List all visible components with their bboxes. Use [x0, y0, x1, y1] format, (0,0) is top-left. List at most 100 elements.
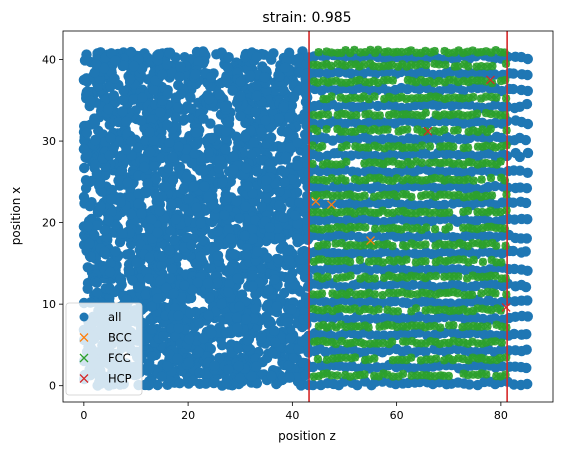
data-point-all	[288, 92, 300, 103]
data-point-all	[239, 230, 250, 241]
data-point-all	[333, 182, 344, 193]
data-point-all	[214, 155, 225, 166]
data-point-all	[246, 371, 257, 382]
data-point-all	[241, 249, 252, 261]
data-point-all	[522, 85, 533, 97]
data-point-all	[414, 311, 425, 322]
data-point-all	[345, 182, 356, 193]
data-point-all	[153, 49, 164, 60]
data-point-all	[91, 168, 103, 179]
x-tick-label: 60	[390, 409, 404, 422]
data-point-all	[147, 351, 158, 362]
data-point-all	[232, 273, 243, 284]
data-point-all	[284, 112, 295, 123]
data-point-all	[183, 333, 195, 345]
x-tick-label: 80	[494, 409, 508, 422]
data-point-all	[198, 333, 209, 344]
data-point-all	[239, 131, 251, 142]
data-point-all	[79, 55, 91, 66]
data-point-all	[242, 334, 253, 346]
data-point-all	[508, 68, 519, 79]
data-point-all	[320, 346, 331, 358]
x-tick-label: 0	[80, 409, 87, 422]
data-point-all	[167, 175, 179, 186]
data-point-all	[278, 101, 289, 113]
data-point-all	[521, 233, 532, 244]
data-point-all	[116, 165, 128, 176]
data-point-all	[161, 361, 173, 372]
data-point-all	[144, 146, 156, 158]
data-point-all	[250, 107, 261, 118]
data-point-all	[220, 74, 231, 85]
data-point-all	[263, 285, 274, 296]
data-point-all	[160, 310, 171, 321]
data-point-all	[206, 132, 218, 144]
chart-title: strain: 0.985	[262, 10, 351, 26]
data-point-all	[364, 313, 375, 325]
data-point-all	[217, 177, 228, 188]
data-point-all	[80, 175, 92, 186]
data-point-all	[377, 134, 388, 145]
data-point-all	[292, 137, 303, 148]
data-point-all	[233, 343, 244, 354]
data-point-all	[252, 246, 263, 257]
data-point-all	[279, 176, 290, 188]
data-point-all	[164, 272, 176, 284]
data-point-all	[82, 262, 94, 273]
data-point-all	[90, 159, 101, 170]
data-point-all	[90, 134, 101, 146]
data-point-all	[140, 289, 152, 300]
data-point-all	[136, 208, 147, 219]
data-point-all	[266, 370, 277, 382]
data-point-all	[223, 223, 235, 234]
y-tick-label: 20	[42, 217, 56, 230]
data-point-all	[522, 167, 533, 178]
data-point-all	[457, 86, 469, 97]
data-point-all	[89, 67, 100, 78]
data-point-all	[139, 161, 150, 173]
data-point-all	[508, 245, 519, 257]
y-tick-label: 40	[42, 54, 56, 67]
data-point-all	[264, 133, 276, 144]
data-point-all	[352, 380, 363, 391]
data-point-all	[188, 375, 199, 386]
data-point-all	[439, 199, 450, 210]
data-point-all	[408, 279, 419, 290]
data-point-all	[213, 163, 224, 174]
data-point-all	[278, 84, 289, 96]
data-point-all	[155, 275, 166, 286]
data-point-all	[250, 303, 261, 314]
data-point-all	[125, 136, 137, 147]
data-point-all	[179, 280, 190, 291]
data-point-all	[176, 292, 187, 303]
data-point-all	[314, 67, 325, 78]
data-point-all	[248, 137, 260, 148]
data-point-all	[256, 126, 267, 138]
data-point-all	[221, 377, 232, 389]
data-point-all	[286, 304, 297, 315]
y-axis-label: position x	[9, 187, 23, 245]
data-point-all	[193, 346, 204, 358]
data-point-all	[118, 60, 129, 71]
data-point-all	[251, 90, 262, 102]
data-point-all	[390, 295, 401, 307]
data-point-all	[522, 214, 533, 225]
data-point-all	[206, 327, 217, 339]
data-point-all	[222, 287, 234, 298]
data-point-all	[124, 267, 135, 278]
data-point-all	[125, 46, 137, 58]
data-point-all	[163, 163, 174, 174]
data-point-all	[82, 220, 94, 232]
data-point-all	[190, 68, 201, 80]
data-point-all	[255, 333, 267, 344]
data-point-all	[168, 288, 179, 300]
data-point-all	[522, 265, 533, 276]
data-point-all	[274, 232, 285, 243]
data-point-all	[234, 301, 245, 312]
legend-label-hcp: HCP	[108, 372, 132, 386]
data-point-all	[280, 151, 292, 163]
data-point-all	[223, 52, 234, 63]
data-point-all	[194, 367, 205, 378]
data-point-all	[464, 327, 475, 339]
data-point-all	[282, 245, 293, 256]
